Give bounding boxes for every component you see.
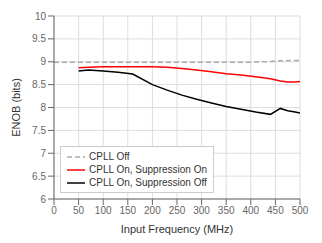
svg-text:Input Frequency (MHz): Input Frequency (MHz) [121, 223, 233, 235]
svg-text:8.5: 8.5 [32, 79, 46, 90]
svg-text:9: 9 [40, 56, 46, 67]
svg-text:8: 8 [40, 102, 46, 113]
svg-text:200: 200 [144, 205, 161, 216]
svg-text:300: 300 [193, 205, 210, 216]
svg-text:450: 450 [267, 205, 284, 216]
svg-text:0: 0 [51, 205, 57, 216]
svg-text:ENOB (bits): ENOB (bits) [10, 78, 22, 137]
svg-text:7: 7 [40, 148, 46, 159]
svg-text:50: 50 [73, 205, 85, 216]
svg-text:350: 350 [218, 205, 235, 216]
svg-text:6.5: 6.5 [32, 171, 46, 182]
svg-text:500: 500 [292, 205, 309, 216]
svg-text:6: 6 [40, 194, 46, 205]
svg-text:9.5: 9.5 [32, 33, 46, 44]
html-text:CPLL Off: CPLL Off [89, 151, 130, 162]
svg-text:150: 150 [119, 205, 136, 216]
html-text:CPLL On, Suppression Off: CPLL On, Suppression Off [89, 177, 207, 188]
svg-text:100: 100 [95, 205, 112, 216]
svg-text:7.5: 7.5 [32, 125, 46, 136]
svg-text:10: 10 [35, 11, 47, 22]
svg-text:400: 400 [242, 205, 259, 216]
html-text:CPLL On, Suppression On: CPLL On, Suppression On [89, 164, 207, 175]
svg-text:250: 250 [169, 205, 186, 216]
